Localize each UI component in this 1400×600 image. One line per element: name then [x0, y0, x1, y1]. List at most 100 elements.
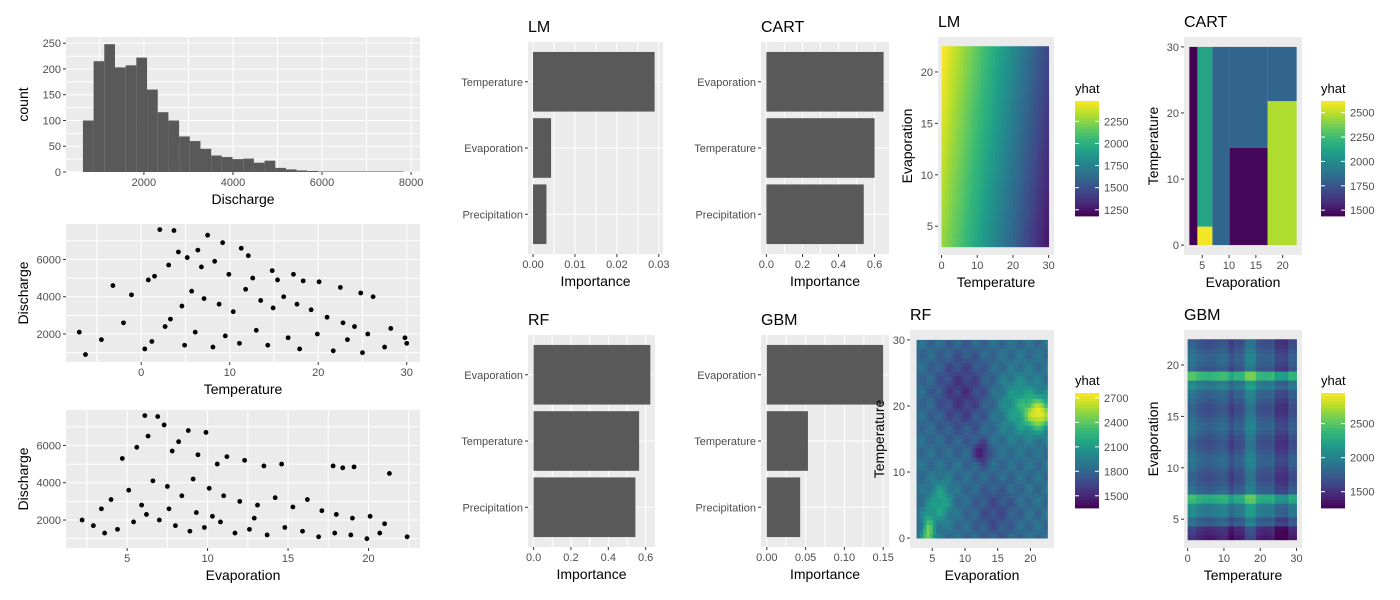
heatmap-cell [1014, 466, 1019, 471]
heatmap-cell [1037, 461, 1042, 467]
x-tick-label: 5 [929, 553, 935, 565]
heatmap-cell [1187, 421, 1191, 427]
heatmap-cell [1021, 466, 1025, 471]
heatmap-cell [1004, 506, 1009, 512]
heatmap-cell [1212, 339, 1216, 345]
heatmap-cell [1288, 526, 1292, 532]
heatmap-cell [1203, 475, 1208, 481]
panel-title: RF [910, 307, 932, 324]
heatmap-cell [949, 511, 953, 516]
heatmap-cell [1269, 375, 1273, 381]
heatmap-cell [1217, 434, 1221, 440]
heatmap-cell [1034, 106, 1039, 114]
heatmap-cell [988, 466, 993, 471]
heatmap-cell [926, 371, 931, 377]
heatmap-cell [916, 366, 921, 372]
heatmap-cell [1012, 106, 1017, 114]
heatmap-cell [1037, 206, 1042, 214]
heatmap-cell [982, 402, 986, 408]
heatmap-cell [975, 384, 980, 390]
heatmap-cell [1261, 485, 1265, 491]
heatmap-cell [972, 524, 976, 530]
heatmap-cell [1021, 533, 1025, 539]
heatmap-cell [968, 484, 973, 489]
heatmap-cell [942, 398, 947, 404]
heatmap-cell [1027, 213, 1032, 221]
heatmap-cell [972, 366, 976, 372]
heatmap-cell [965, 524, 970, 530]
heatmap-cell [1187, 462, 1191, 468]
heatmap-cell [1225, 535, 1229, 541]
heatmap-cell [941, 59, 946, 67]
heatmap-cell [1041, 52, 1046, 61]
scatter-point [404, 340, 410, 346]
heatmap-cell [945, 226, 950, 234]
heatmap-cell [952, 434, 957, 440]
heatmap-cell [949, 416, 953, 422]
heatmap-cell [998, 166, 1003, 174]
heatmap-cell [1195, 516, 1199, 522]
heatmap-cell [1009, 186, 1014, 194]
heatmap-cell [959, 461, 963, 467]
heatmap-cell [1187, 375, 1191, 381]
heatmap-cell [952, 479, 957, 485]
heatmap-cell [1045, 193, 1050, 201]
heatmap-cell [1027, 461, 1032, 467]
heatmap-cell [1233, 457, 1238, 463]
heatmap-cell [1225, 357, 1229, 363]
heatmap-cell [1269, 362, 1273, 367]
heatmap-cell [1277, 466, 1281, 472]
heatmap-cell [1001, 497, 1006, 503]
heatmap-cell [1244, 421, 1248, 427]
scatter-point [300, 528, 305, 534]
heatmap-cell [945, 126, 950, 134]
colorbar-segment [1075, 158, 1099, 162]
heatmap-cell [1023, 79, 1028, 87]
heatmap-cell [949, 520, 953, 525]
heatmap-cell [1011, 439, 1016, 444]
heatmap-cell [968, 380, 973, 386]
heatmap-cell [1269, 366, 1273, 372]
heatmap-cell [952, 86, 957, 94]
heatmap-cell [1203, 489, 1208, 495]
heatmap-cell [1014, 506, 1019, 512]
heatmap-cell [1008, 389, 1012, 395]
heatmap-cell [1004, 452, 1009, 458]
heatmap-cell [955, 52, 960, 61]
heatmap-cell [1030, 173, 1035, 181]
heatmap-cell [962, 173, 967, 181]
heatmap-cell [1040, 366, 1045, 372]
heatmap-cell [942, 457, 947, 462]
heatmap-cell [1027, 146, 1032, 154]
heatmap-cell [1014, 479, 1019, 485]
heatmap-cell [1242, 485, 1246, 491]
heatmap-cell [972, 502, 976, 507]
heatmap-cell [1187, 407, 1191, 413]
heatmap-cell [1008, 529, 1012, 534]
heatmap-cell [965, 443, 970, 449]
heatmap-cell [970, 173, 975, 181]
scatter-point [272, 495, 278, 501]
heatmap-cell [988, 511, 993, 516]
heatmap-cell [1217, 412, 1221, 418]
importance-bar [766, 477, 801, 538]
heatmap-cell [1244, 407, 1248, 413]
colorbar-segment [1075, 161, 1099, 165]
heatmap-cell [1212, 375, 1216, 381]
heatmap-cell [1027, 533, 1032, 539]
heatmap-cell [1269, 439, 1273, 445]
heatmap-cell [1255, 453, 1259, 459]
heatmap-cell [952, 448, 957, 453]
heatmap-cell [1274, 384, 1278, 390]
heatmap-cell [1008, 366, 1012, 372]
scatter-point [340, 320, 346, 326]
heatmap-cell [916, 339, 921, 345]
heatmap-cell [1030, 220, 1035, 228]
heatmap-cell [972, 493, 976, 498]
heatmap-cell [941, 79, 946, 87]
heatmap-cell [987, 139, 992, 147]
heatmap-cell [1005, 93, 1010, 101]
heatmap-cell [945, 66, 950, 74]
heatmap-cell [1014, 380, 1019, 386]
